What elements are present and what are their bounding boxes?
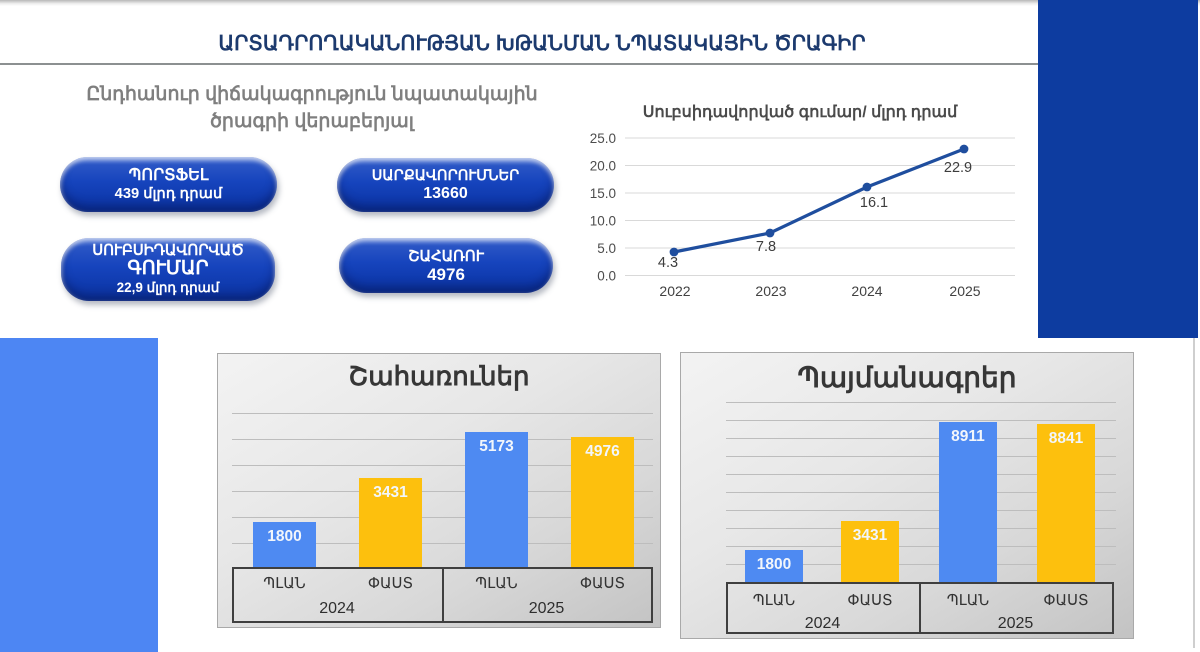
svg-text:2023: 2023 (755, 283, 786, 299)
svg-text:0.0: 0.0 (597, 269, 616, 284)
svg-text:4.3: 4.3 (658, 255, 678, 271)
svg-text:16.1: 16.1 (860, 195, 888, 211)
svg-text:2022: 2022 (659, 283, 690, 299)
svg-text:10.0: 10.0 (590, 214, 616, 229)
svg-text:2024: 2024 (851, 283, 882, 299)
svg-text:2025: 2025 (949, 283, 980, 299)
svg-text:5.0: 5.0 (597, 241, 616, 256)
svg-text:15.0: 15.0 (590, 186, 616, 201)
svg-text:7.8: 7.8 (756, 239, 776, 255)
svg-text:25.0: 25.0 (590, 131, 616, 146)
svg-text:22.9: 22.9 (944, 160, 972, 176)
svg-text:20.0: 20.0 (590, 159, 616, 174)
svg-text:Սուբսիդավորված գումար/ մլրդ դր: Սուբսիդավորված գումար/ մլրդ դրամ (643, 104, 958, 121)
